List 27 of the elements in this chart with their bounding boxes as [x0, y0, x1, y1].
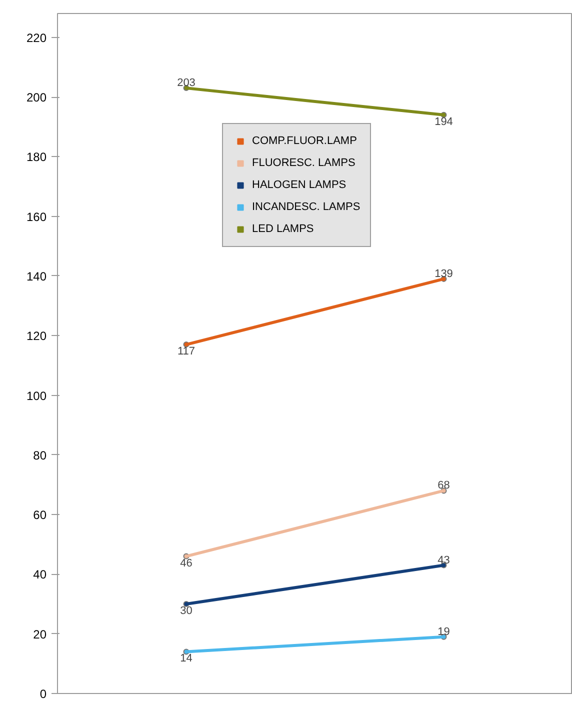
- y-tick-label: 60: [33, 508, 47, 522]
- data-label: 30: [180, 605, 192, 618]
- data-label: 203: [177, 77, 196, 90]
- legend-label: INCANDESC. LAMPS: [252, 201, 360, 213]
- y-tick-label: 40: [33, 568, 47, 582]
- legend-label: FLUORESC. LAMPS: [252, 157, 356, 169]
- y-tick-label: 220: [26, 30, 47, 45]
- data-label: 68: [438, 480, 450, 492]
- y-tick-label: 160: [26, 210, 47, 224]
- legend-label: LED LAMPS: [252, 223, 314, 235]
- y-tick-label: 200: [26, 90, 47, 105]
- data-label: 194: [434, 116, 453, 128]
- data-label: 139: [434, 268, 453, 280]
- y-tick-label: 20: [33, 627, 47, 642]
- data-label: 117: [177, 346, 196, 358]
- legend-label: COMP.FLUOR.LAMP: [252, 135, 357, 147]
- y-tick-label: 80: [33, 448, 47, 462]
- y-tick-label: 100: [26, 388, 47, 403]
- legend-label: HALOGEN LAMPS: [252, 179, 346, 191]
- y-tick-label: 180: [26, 150, 47, 164]
- y-tick-label: 0: [40, 687, 47, 701]
- y-tick-label: 120: [26, 329, 47, 344]
- data-label: 43: [438, 554, 450, 566]
- y-tick-label: 140: [26, 269, 47, 284]
- data-label: 14: [180, 652, 192, 665]
- data-label: 19: [438, 626, 450, 638]
- data-label: 46: [180, 557, 192, 570]
